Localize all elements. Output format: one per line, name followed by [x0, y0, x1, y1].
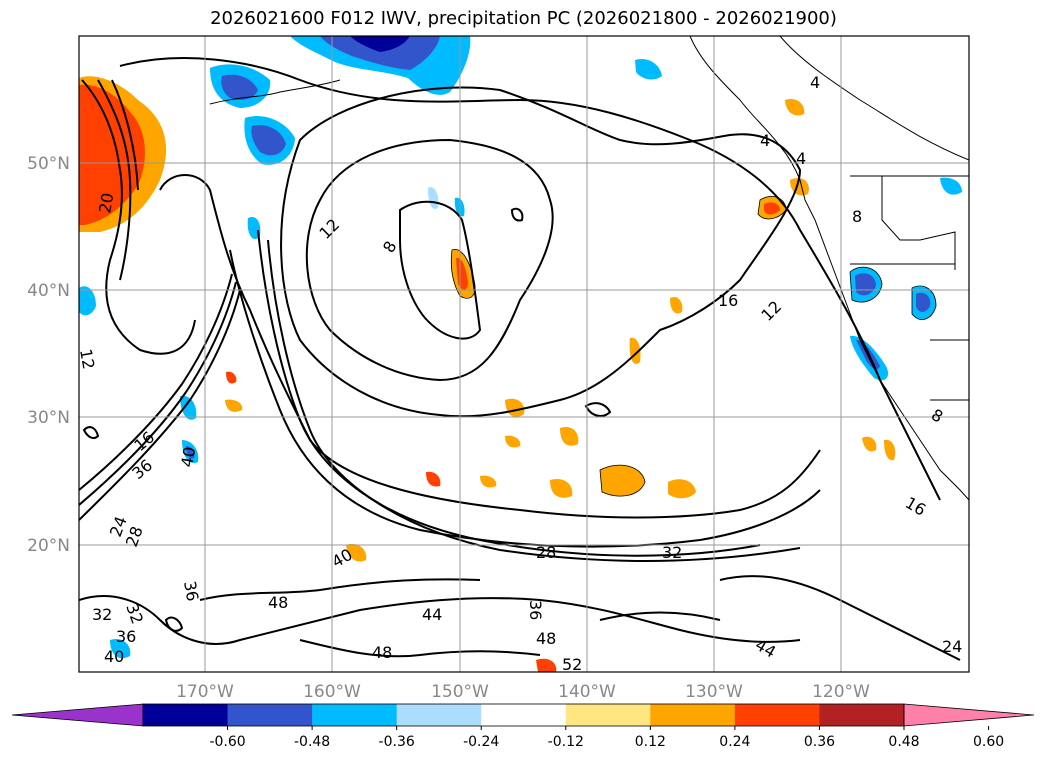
colorbar-segment — [312, 704, 398, 726]
colorbar-segments — [11, 703, 1035, 727]
contour-label: 4 — [760, 131, 770, 150]
colorbar-segment — [227, 704, 313, 726]
iwv-contours — [79, 57, 961, 661]
map-border — [78, 35, 970, 673]
colorbar-tick-label: 0.36 — [804, 734, 835, 750]
lon-label: 140°W — [558, 682, 616, 702]
colorbar-tick-label: -0.60 — [209, 734, 245, 750]
contour-label: 20 — [95, 191, 117, 214]
colorbar-segment — [734, 704, 820, 726]
map-area: 4 4 4 8 12 16 12 8 20 16 36 40 24 28 32 … — [76, 35, 970, 674]
precip-outlines — [450, 196, 937, 497]
contour-label: 52 — [562, 655, 582, 674]
contour-label: 16 — [718, 291, 738, 310]
colorbar-segment — [565, 704, 651, 726]
contour-label: 48 — [268, 593, 288, 612]
colorbar-tick-label: 0.12 — [635, 734, 666, 750]
lat-label: 50°N — [27, 154, 70, 174]
contour-label: 40 — [177, 445, 199, 468]
contour-label: 36 — [180, 579, 202, 602]
colorbar-tick-label: 0.24 — [719, 734, 750, 750]
colorbar-segment — [819, 704, 905, 726]
lon-label: 150°W — [431, 682, 489, 702]
contour-label: 40 — [104, 647, 124, 666]
lat-label: 20°N — [27, 536, 70, 556]
colorbar-segment — [650, 704, 736, 726]
lon-label: 120°W — [812, 682, 870, 702]
lat-label: 40°N — [27, 281, 70, 301]
contour-label: 44 — [422, 605, 442, 624]
colorbar-min-extension — [11, 703, 144, 727]
contour-label: 4 — [810, 73, 820, 92]
latitude-labels: 50°N 40°N 30°N 20°N — [27, 154, 70, 556]
colorbar-tick-label: 0.60 — [973, 734, 1004, 750]
contour-label: 24 — [942, 637, 962, 656]
colorbar-border — [142, 703, 905, 727]
lon-label: 130°W — [685, 682, 743, 702]
map-background — [79, 36, 969, 672]
colorbar-tick-label: -0.48 — [294, 734, 330, 750]
contour-label: 36 — [526, 600, 545, 620]
lon-label: 160°W — [303, 682, 361, 702]
contour-label: 48 — [536, 629, 556, 648]
colorbar-tick-label: -0.12 — [548, 734, 584, 750]
contour-label: 4 — [796, 149, 806, 168]
contour-label: 28 — [536, 543, 556, 562]
gridlines — [79, 36, 969, 672]
colorbar-max-extension — [903, 703, 1035, 727]
colorbar-segment — [143, 704, 229, 726]
colorbar-ticks: -0.60 -0.48 -0.36 -0.24 -0.12 0.12 0.24 0.36 0.4… — [209, 726, 1004, 750]
contour-label: 32 — [662, 543, 682, 562]
colorbar-segment — [481, 704, 567, 726]
contour-label: 8 — [852, 207, 862, 226]
colorbar-segment — [396, 704, 482, 726]
lon-label: 170°W — [176, 682, 234, 702]
contour-label: 12 — [76, 347, 98, 370]
contour-label: 36 — [116, 627, 136, 646]
contour-label: 32 — [92, 605, 112, 624]
map-title: 2026021600 F012 IWV, precipitation PC (2… — [210, 8, 837, 29]
lat-label: 30°N — [27, 408, 70, 428]
colorbar-tick-label: -0.36 — [379, 734, 415, 750]
contour-label: 48 — [372, 643, 392, 662]
longitude-labels: 170°W 160°W 150°W 140°W 130°W 120°W — [176, 682, 870, 702]
colorbar-tick-label: 0.48 — [888, 734, 919, 750]
colorbar: -0.60 -0.48 -0.36 -0.24 -0.12 0.12 0.24 0.36 0.4… — [11, 703, 1035, 750]
colorbar-tick-label: -0.24 — [463, 734, 499, 750]
